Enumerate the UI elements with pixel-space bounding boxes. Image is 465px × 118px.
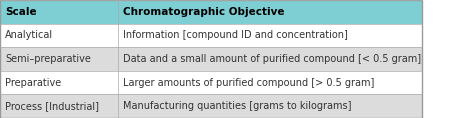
Bar — [0, 94, 118, 118]
Text: Chromatographic Objective: Chromatographic Objective — [123, 7, 285, 17]
Text: Information [compound ID and concentration]: Information [compound ID and concentrati… — [123, 30, 348, 40]
Bar — [0, 47, 118, 71]
Text: Analytical: Analytical — [5, 30, 53, 40]
Bar — [118, 94, 422, 118]
Bar — [0, 71, 118, 94]
Text: Preparative: Preparative — [5, 78, 61, 88]
Bar — [118, 24, 422, 47]
Bar — [0, 24, 118, 47]
Bar — [118, 47, 422, 71]
Text: Process [Industrial]: Process [Industrial] — [5, 101, 99, 111]
Text: Larger amounts of purified compound [> 0.5 gram]: Larger amounts of purified compound [> 0… — [123, 78, 375, 88]
Text: Manufacturing quantities [grams to kilograms]: Manufacturing quantities [grams to kilog… — [123, 101, 352, 111]
Text: Scale: Scale — [5, 7, 37, 17]
Text: Semi–preparative: Semi–preparative — [5, 54, 91, 64]
Bar — [0, 0, 118, 24]
Text: Data and a small amount of purified compound [< 0.5 gram]: Data and a small amount of purified comp… — [123, 54, 421, 64]
Bar — [118, 71, 422, 94]
Bar — [118, 0, 422, 24]
